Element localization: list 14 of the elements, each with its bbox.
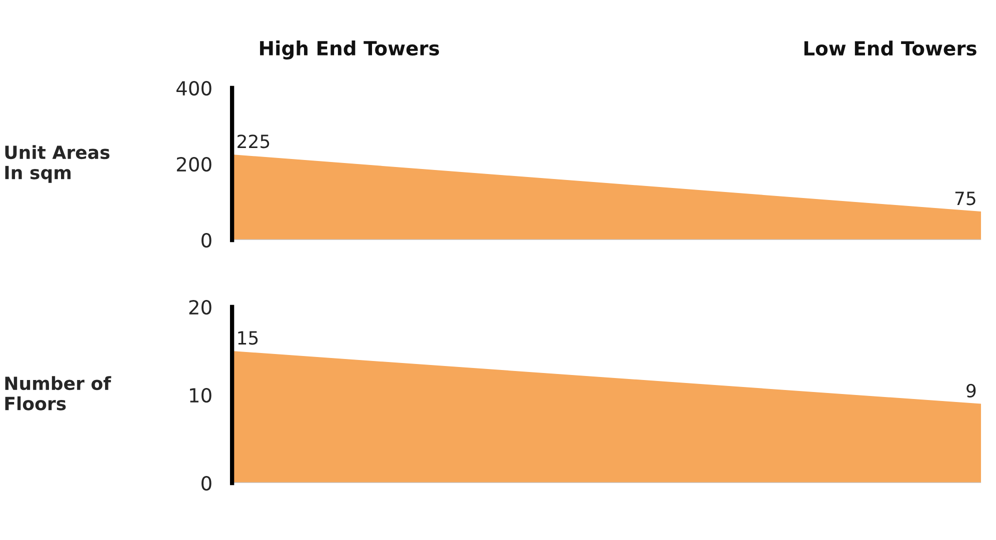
data-label: 225 — [238, 134, 270, 148]
data-label: 15 — [238, 331, 258, 345]
data-label: 9 — [966, 384, 976, 398]
y-tick-label: 0 — [202, 476, 212, 491]
y-axis-title: Number of Floors — [5, 376, 112, 410]
y-tick-label: 200 — [176, 156, 212, 172]
y-tick-label: 10 — [190, 388, 212, 403]
y-tick-label: 400 — [176, 80, 212, 96]
y-tick-label: 0 — [202, 232, 212, 248]
y-tick-label: 20 — [189, 300, 212, 315]
text: High End Towers — [260, 40, 440, 60]
data-label: 75 — [955, 192, 976, 206]
text: Low End Towers — [804, 40, 976, 56]
y-axis-title: Unit Areas In sqm — [5, 145, 110, 183]
